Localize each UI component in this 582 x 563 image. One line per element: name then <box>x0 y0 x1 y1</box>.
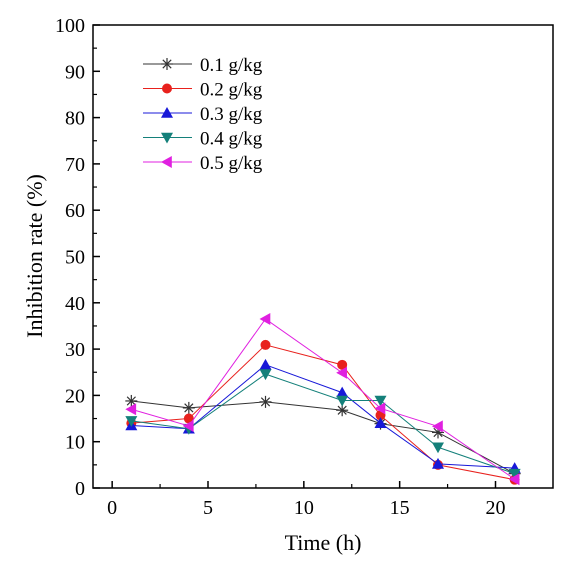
legend-item: 0.1 g/kg <box>143 55 263 76</box>
y-tick-label: 80 <box>65 108 85 130</box>
legend-item: 0.2 g/kg <box>143 80 263 101</box>
data-point <box>259 313 271 326</box>
legend-label: 0.3 g/kg <box>200 104 263 125</box>
y-tick-label: 40 <box>65 293 85 315</box>
data-point <box>337 359 348 370</box>
data-point <box>432 420 443 433</box>
data-point <box>260 339 271 350</box>
legend-marker <box>162 83 172 94</box>
data-point <box>374 402 386 415</box>
axis-ticks: 0 10 20 30 40 50 60 70 80 90 100 0 5 10 15 20 <box>55 15 506 519</box>
legend: 0.1 g/kg 0.2 g/kg 0.3 g/kg 0.4 g/kg 0.5 g/kg <box>143 55 263 174</box>
x-tick-label: 15 <box>390 497 410 519</box>
series-5 <box>125 313 520 486</box>
series-2 <box>126 339 520 485</box>
legend-item: 0.3 g/kg <box>143 104 263 125</box>
y-tick-label: 30 <box>65 339 85 361</box>
y-tick-label: 10 <box>65 432 85 454</box>
legend-label: 0.1 g/kg <box>200 55 263 76</box>
data-point <box>125 394 138 407</box>
y-tick-label: 0 <box>75 478 85 500</box>
y-tick-label: 20 <box>65 385 85 407</box>
legend-label: 0.4 g/kg <box>200 129 263 150</box>
data-point <box>259 369 272 381</box>
x-tick-label: 0 <box>107 497 117 519</box>
y-tick-label: 100 <box>55 15 85 37</box>
data-point <box>182 419 194 432</box>
legend-marker <box>161 132 173 144</box>
series-line <box>131 318 515 480</box>
legend-item: 0.5 g/kg <box>143 153 263 174</box>
data-point <box>336 366 347 379</box>
data-point <box>183 413 194 424</box>
legend-marker <box>161 156 172 168</box>
y-axis-title: Inhibition rate (%) <box>22 174 47 338</box>
legend-marker <box>161 58 173 70</box>
data-point <box>259 395 272 408</box>
x-tick-label: 5 <box>203 497 213 519</box>
y-tick-label: 60 <box>65 200 85 222</box>
data-point <box>374 395 387 407</box>
legend-item: 0.4 g/kg <box>143 129 263 150</box>
series-layer <box>125 313 521 486</box>
data-point <box>432 457 444 469</box>
data-point <box>374 417 387 428</box>
x-axis-title: Time (h) <box>285 530 362 555</box>
data-point <box>336 386 349 398</box>
data-point <box>508 473 520 486</box>
data-point <box>336 395 349 407</box>
legend-marker <box>161 107 173 118</box>
data-point <box>508 468 521 480</box>
data-point <box>432 442 444 454</box>
data-point <box>125 416 138 427</box>
y-tick-label: 70 <box>65 154 85 176</box>
data-point <box>259 358 272 370</box>
x-tick-label: 10 <box>294 497 314 519</box>
y-tick-label: 50 <box>65 247 85 269</box>
y-tick-label: 90 <box>65 61 85 83</box>
x-tick-label: 20 <box>486 497 506 519</box>
series-1 <box>125 394 521 480</box>
data-point <box>182 401 195 414</box>
legend-label: 0.5 g/kg <box>200 153 263 174</box>
legend-label: 0.2 g/kg <box>200 80 263 101</box>
data-point <box>125 403 137 416</box>
